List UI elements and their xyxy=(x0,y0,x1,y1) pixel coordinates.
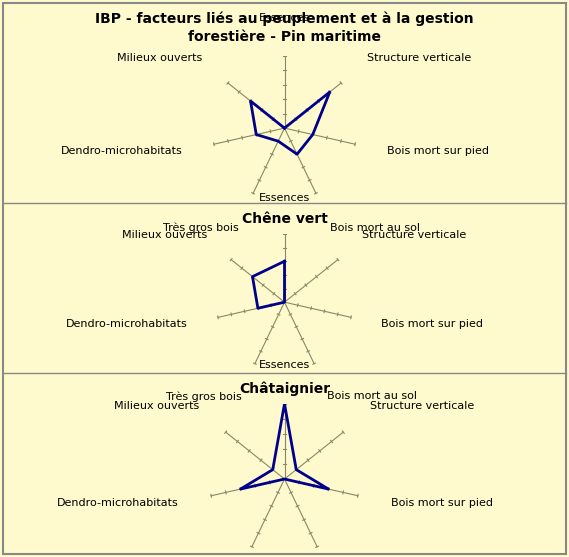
Text: Bois mort au sol: Bois mort au sol xyxy=(327,392,418,401)
Text: Très gros bois: Très gros bois xyxy=(163,223,239,233)
Text: Dendro-microhabitats: Dendro-microhabitats xyxy=(60,146,182,157)
Text: Milieux ouverts: Milieux ouverts xyxy=(114,401,199,411)
Text: Bois mort sur pied: Bois mort sur pied xyxy=(391,499,493,509)
Text: Milieux ouverts: Milieux ouverts xyxy=(122,231,207,241)
Text: Dendro-microhabitats: Dendro-microhabitats xyxy=(56,499,178,509)
Text: Très gros bois: Très gros bois xyxy=(166,392,242,402)
Text: Essences: Essences xyxy=(259,360,310,370)
Text: Chêne vert: Chêne vert xyxy=(242,212,327,226)
Text: Essences: Essences xyxy=(259,13,310,23)
Text: Structure verticale: Structure verticale xyxy=(370,401,474,411)
Text: Bois mort sur pied: Bois mort sur pied xyxy=(387,146,489,157)
Text: Structure verticale: Structure verticale xyxy=(366,53,471,62)
Text: Bois mort sur pied: Bois mort sur pied xyxy=(381,319,483,329)
Text: Châtaignier: Châtaignier xyxy=(239,381,330,396)
Text: Structure verticale: Structure verticale xyxy=(362,231,466,241)
Text: Essences: Essences xyxy=(259,193,310,203)
Text: Milieux ouverts: Milieux ouverts xyxy=(117,53,203,62)
Text: IBP - facteurs liés au peuplement et à la gestion
forestière - Pin maritime: IBP - facteurs liés au peuplement et à l… xyxy=(95,12,474,44)
Text: Dendro-microhabitats: Dendro-microhabitats xyxy=(67,319,188,329)
Text: Bois mort au sol: Bois mort au sol xyxy=(330,223,420,233)
